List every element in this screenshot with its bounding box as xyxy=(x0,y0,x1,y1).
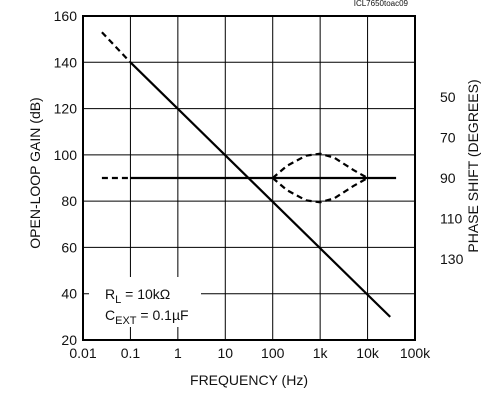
phase-curve-dashed-5 xyxy=(271,177,369,204)
x-tick-label: 0.1 xyxy=(121,345,141,361)
phase-tick-label: 50 xyxy=(440,89,456,105)
legend-subscript: EXT xyxy=(115,315,137,327)
phase-curve-dashed-4 xyxy=(271,152,369,179)
conditions-legend: RL = 10kΩ CEXT = 0.1µF xyxy=(89,277,201,327)
y-tick-label: 80 xyxy=(61,193,77,209)
gain-curve-dashed-0 xyxy=(101,31,132,64)
phase-tick-label: 130 xyxy=(440,251,464,267)
y-tick-label: 160 xyxy=(54,8,78,24)
left-axis-label: OPEN-LOOP GAIN (dB) xyxy=(27,97,43,248)
series-layer xyxy=(101,31,397,318)
legend-background xyxy=(89,277,201,327)
x-axis-label: FREQUENCY (Hz) xyxy=(190,372,308,388)
y-tick-label: 100 xyxy=(54,147,78,163)
phase-tick-label: 110 xyxy=(440,211,463,227)
tick-labels: 0.01 0.1 1 10 100 1k 10k 100k204060801001201401… xyxy=(54,8,464,361)
legend-subscript: L xyxy=(115,294,121,306)
y-tick-label: 60 xyxy=(61,239,77,255)
legend-value: = 10kΩ xyxy=(121,286,170,302)
y-tick-label: 120 xyxy=(54,101,78,117)
right-axis-label: PHASE SHIFT (DEGREES) xyxy=(465,79,481,252)
figure-id: ICL7650toac09 xyxy=(354,0,409,8)
legend-symbol: R xyxy=(105,286,115,302)
x-tick-label: 1k xyxy=(313,345,329,361)
plot-frame xyxy=(82,15,416,341)
phase-tick-label: 90 xyxy=(440,170,456,186)
phase-tick-label: 70 xyxy=(440,130,456,146)
x-tick-label: 1 xyxy=(174,345,182,361)
legend-cext: CEXT = 0.1µF xyxy=(105,307,189,327)
legend-rl: RL = 10kΩ xyxy=(105,286,170,306)
legend-symbol: C xyxy=(105,307,115,323)
y-tick-label: 140 xyxy=(54,54,78,70)
y-tick-label: 40 xyxy=(61,286,77,302)
y-tick-label: 20 xyxy=(61,332,77,348)
x-tick-label: 10k xyxy=(356,345,380,361)
x-tick-label: 100k xyxy=(400,345,431,361)
x-tick-label: 10 xyxy=(217,345,233,361)
legend-value: = 0.1µF xyxy=(137,307,189,323)
gain-curve-solid-1 xyxy=(129,61,391,318)
x-tick-label: 100 xyxy=(261,345,285,361)
x-tick-label: 0.01 xyxy=(69,345,96,361)
